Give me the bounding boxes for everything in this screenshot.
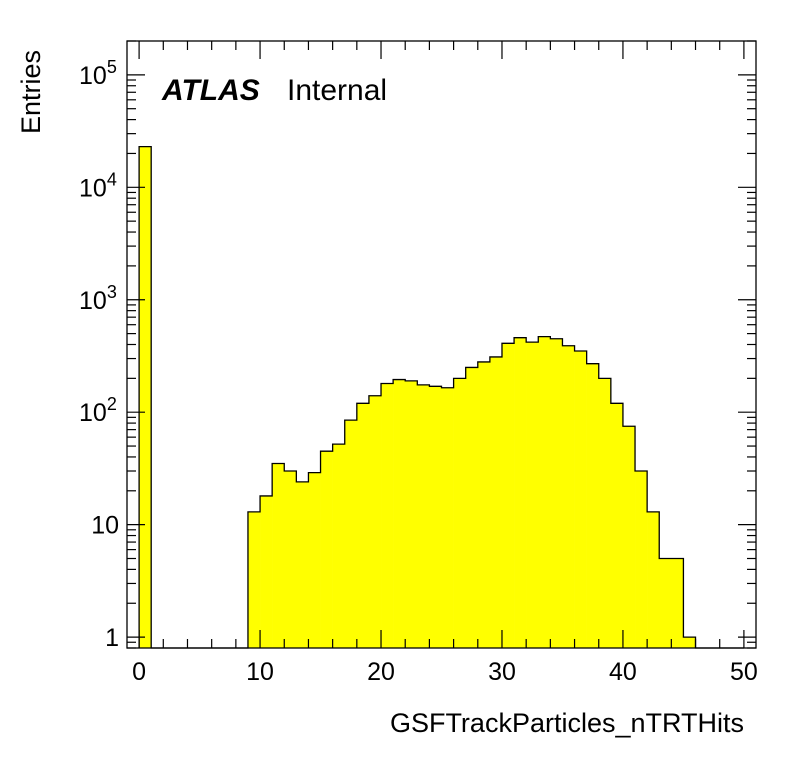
- histogram-bin: [683, 637, 696, 648]
- y-tick-label: 104: [79, 169, 117, 202]
- histogram-bin: [247, 511, 261, 648]
- x-tick-label: 0: [132, 658, 146, 686]
- y-tick-label: 103: [79, 282, 117, 315]
- atlas-label: ATLAS: [161, 74, 260, 107]
- x-axis-title: GSFTrackParticles_nTRTHits: [390, 708, 744, 738]
- histogram-bin: [477, 361, 491, 648]
- histogram-bin: [598, 378, 612, 648]
- x-tick-label: 20: [367, 658, 395, 686]
- histogram-bin: [393, 379, 406, 648]
- histogram-bin: [562, 345, 575, 648]
- histogram-bin: [647, 511, 660, 648]
- histogram-bin: [272, 463, 285, 648]
- histogram-bin: [610, 403, 624, 648]
- x-tick-labels: 0 10 20 30 40 50: [132, 658, 758, 686]
- histogram-bin: [514, 337, 527, 648]
- x-tick-label: 50: [730, 658, 758, 686]
- histogram-bin: [368, 395, 382, 648]
- histogram-bin: [538, 336, 551, 648]
- histogram-bin: [574, 351, 587, 648]
- y-tick-label: 1: [105, 624, 119, 652]
- histogram-bin: [550, 338, 563, 648]
- histogram-bin: [308, 472, 321, 648]
- histogram-bin: [417, 384, 430, 648]
- axis-ticks: [127, 40, 756, 649]
- x-tick-label: 10: [246, 658, 274, 686]
- histogram-bin: [501, 343, 515, 648]
- histogram-bin: [405, 380, 418, 648]
- histogram-bin: [441, 387, 454, 648]
- histogram-bin: [635, 470, 648, 648]
- histogram-bin: [332, 444, 346, 648]
- internal-label: Internal: [287, 74, 387, 107]
- y-tick-label: 10: [91, 512, 119, 540]
- histogram-bin: [586, 363, 600, 648]
- histogram-bin: [356, 403, 370, 648]
- histogram-bin: [381, 383, 394, 648]
- histogram-bin: [659, 558, 672, 648]
- histogram-bin: [526, 342, 539, 648]
- histogram-bin: [453, 378, 466, 648]
- x-tick-label: 40: [609, 658, 637, 686]
- y-tick-label: 105: [79, 57, 117, 90]
- histogram-bin: [465, 367, 479, 648]
- histogram-bin: [622, 426, 636, 648]
- y-axis-title: Entries: [16, 50, 46, 134]
- histogram-bin: [284, 470, 297, 648]
- y-tick-labels: 1 10 102 103 104 105: [79, 57, 119, 652]
- x-tick-label: 30: [488, 658, 516, 686]
- y-tick-label: 102: [79, 394, 117, 427]
- histogram-bin: [260, 495, 273, 648]
- histogram-bin: [429, 386, 442, 648]
- histogram-bin: [344, 420, 358, 648]
- histogram-bin: [320, 451, 333, 648]
- histogram-bin: [671, 558, 684, 648]
- histogram-outline: [138, 145, 744, 649]
- histogram-bars: [139, 146, 696, 648]
- histogram-bin: [139, 146, 152, 648]
- histogram-bin: [296, 481, 309, 648]
- histogram-bin: [489, 356, 503, 648]
